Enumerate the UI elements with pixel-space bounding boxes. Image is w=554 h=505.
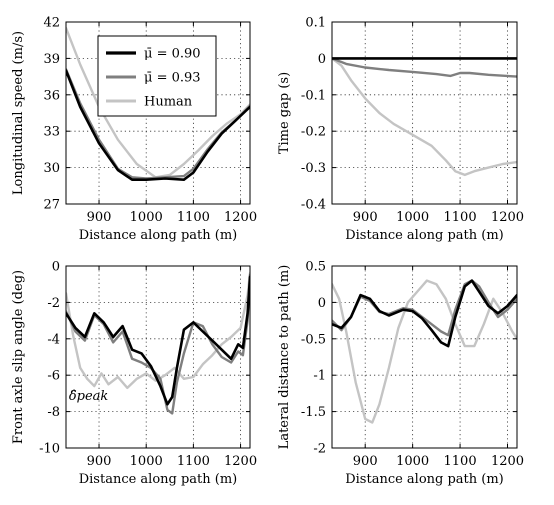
y-tick-label: -2 — [47, 296, 60, 311]
y-axis-label: Lateral distance to path (m) — [277, 265, 292, 450]
y-tick-label: -0.3 — [301, 161, 326, 176]
axes-frame — [65, 265, 251, 449]
axes-frame — [65, 21, 251, 205]
panel-1: 900 1000 1100 1200 27 30 33 36 39 42 Distance alon… — [11, 16, 257, 244]
y-tick-label: -10 — [39, 442, 60, 457]
x-tick-label: 1000 — [396, 454, 429, 469]
panel-2: 900 1000 1100 1200 0.1 0 -0.1 -0.2 -0.3 -0.4 Dista… — [277, 16, 524, 244]
y-tick-label: 0 — [318, 296, 326, 311]
y-tick-label: 0 — [52, 260, 60, 275]
y-axis-label: Longitudinal speed (m/s) — [11, 31, 26, 195]
series-line-human — [332, 57, 517, 177]
series-line-human — [332, 279, 517, 424]
x-tick-label: 1200 — [491, 210, 524, 225]
y-axis-label: Front axle slip angle (deg) — [11, 270, 26, 444]
panel-4: 900 1000 1100 1200 0.5 0 -0.5 -1 -1.5 -2 Distance … — [277, 260, 524, 488]
x-tick-label: 1100 — [177, 210, 210, 225]
y-tick-label: -0.1 — [301, 88, 326, 103]
x-tick-label: 1200 — [491, 454, 524, 469]
y-tick-label: -1 — [313, 369, 326, 384]
y-tick-label: 0.1 — [305, 16, 326, 31]
legend-label: Human — [144, 95, 193, 110]
axes-frame — [331, 265, 518, 449]
y-tick-label: -8 — [47, 405, 60, 420]
y-tick-label: 0.5 — [305, 260, 326, 275]
x-tick-label: 900 — [87, 454, 112, 469]
y-tick-label: -4 — [47, 332, 60, 347]
y-tick-label: -6 — [47, 369, 60, 384]
x-tick-label: 1200 — [224, 210, 257, 225]
series-line-mu-093 — [332, 57, 517, 78]
y-tick-label: 36 — [43, 88, 60, 103]
series-line-human — [66, 272, 250, 390]
series-line-mu-090 — [66, 69, 250, 181]
x-tick-label: 1100 — [444, 210, 477, 225]
y-axis-label: Time gap (s) — [277, 72, 292, 154]
y-tick-label: -1.5 — [301, 405, 326, 420]
panel-3: 900 1000 1100 1200 0 -2 -4 -6 -8 -10 Distance alon… — [11, 260, 257, 488]
series-line-mu-090 — [332, 279, 517, 348]
y-tick-label: 0 — [318, 52, 326, 67]
y-tick-label: 39 — [43, 52, 60, 67]
x-tick-label: 1100 — [177, 454, 210, 469]
y-tick-label: 33 — [43, 125, 60, 140]
series-line-mu-090 — [66, 275, 250, 406]
legend: μ̄ = 0.90 μ̄ = 0.93 Human — [97, 35, 217, 117]
y-tick-label: -2 — [313, 442, 326, 457]
x-tick-label: 1000 — [130, 210, 163, 225]
x-axis-label: Distance along path (m) — [345, 472, 504, 487]
y-tick-label: -0.4 — [301, 198, 326, 213]
peak-annotation: δ̂peak — [69, 389, 109, 404]
y-tick-label: 30 — [43, 161, 60, 176]
x-tick-label: 1000 — [396, 210, 429, 225]
x-axis-label: Distance along path (m) — [345, 228, 504, 243]
axes-frame — [331, 21, 518, 205]
legend-label: μ̄ = 0.90 — [144, 47, 201, 62]
x-axis-label: Distance along path (m) — [79, 472, 238, 487]
legend-label: μ̄ = 0.93 — [144, 71, 201, 86]
x-tick-label: 900 — [353, 210, 378, 225]
x-tick-label: 1200 — [224, 454, 257, 469]
y-tick-label: 42 — [43, 16, 60, 31]
series-line-mu-093 — [332, 279, 517, 337]
y-tick-label: -0.5 — [301, 332, 326, 347]
x-tick-label: 900 — [87, 210, 112, 225]
y-tick-label: -0.2 — [301, 125, 326, 140]
y-tick-label: 27 — [43, 198, 60, 213]
x-tick-label: 900 — [353, 454, 378, 469]
x-tick-label: 1100 — [444, 454, 477, 469]
x-axis-label: Distance along path (m) — [79, 228, 238, 243]
x-tick-label: 1000 — [130, 454, 163, 469]
